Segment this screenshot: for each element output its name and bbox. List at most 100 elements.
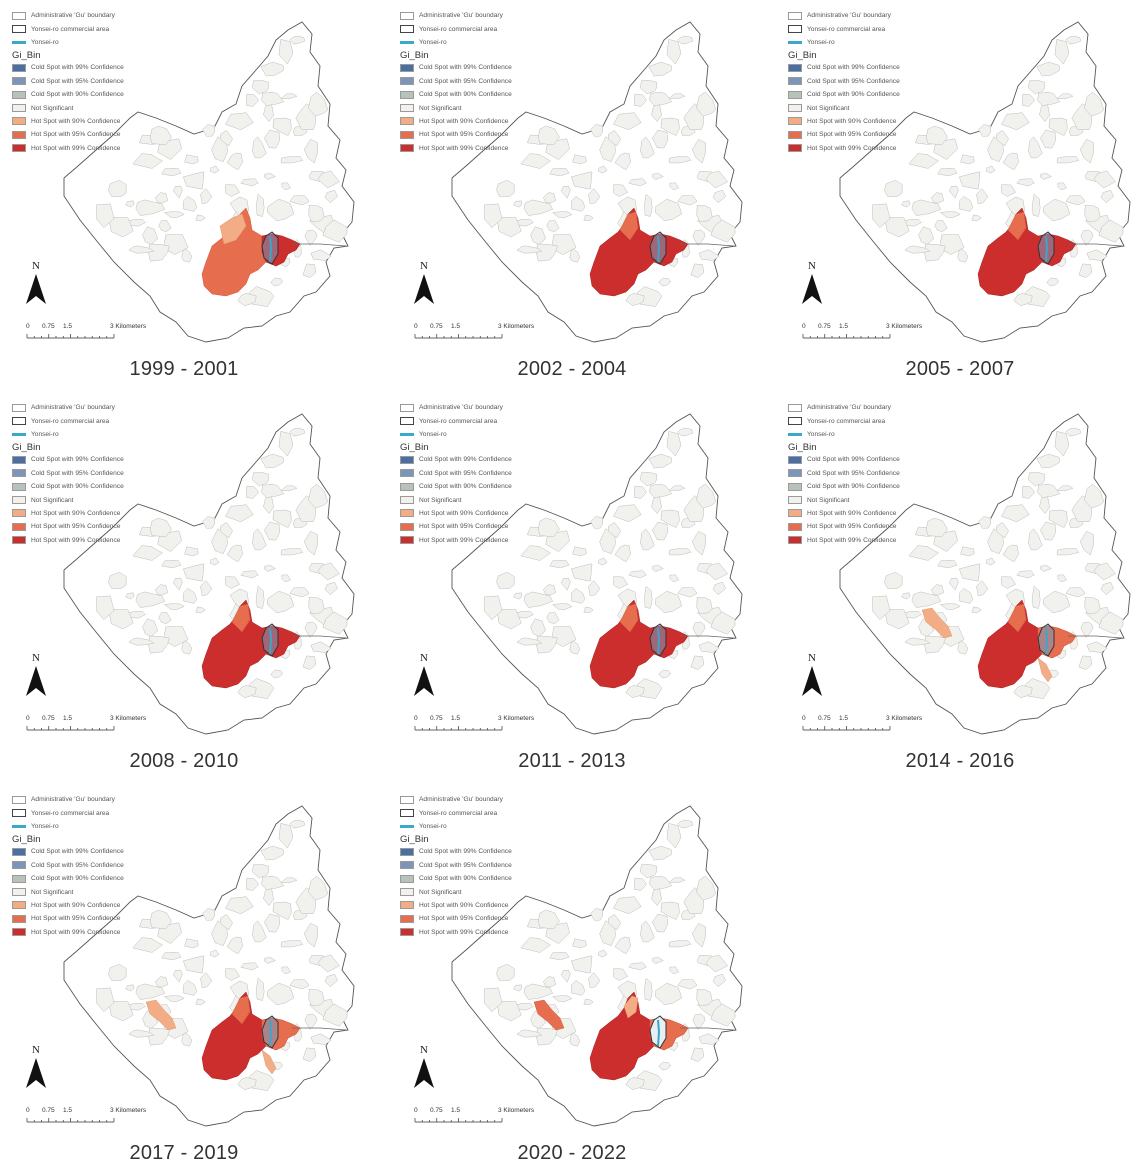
- parcel-not-significant: [628, 570, 647, 579]
- parcel-not-significant: [1056, 93, 1074, 99]
- legend-swatch: [400, 928, 414, 937]
- scale-bar: 0 0.75 1.5 3 Kilometers: [26, 1107, 166, 1126]
- parcel-not-significant: [226, 544, 243, 563]
- north-arrow-icon: [802, 274, 822, 304]
- map-canvas: [839, 413, 1131, 735]
- parcel-not-significant: [1039, 565, 1052, 572]
- parcel-not-significant: [225, 184, 240, 197]
- legend-class-item: Cold Spot with 99% Confidence: [400, 61, 512, 74]
- legend-class-item: Not Significant: [400, 885, 512, 898]
- legend-label: Not Significant: [419, 496, 462, 504]
- parcel-not-significant: [648, 61, 672, 77]
- north-arrow: N: [22, 1044, 50, 1095]
- parcel-not-significant: [260, 61, 284, 77]
- parcel-not-significant: [710, 611, 736, 635]
- legend-label: Cold Spot with 95% Confidence: [31, 861, 124, 869]
- period-label: 2020 - 2022: [517, 1142, 627, 1164]
- legend-label: Administrative 'Gu' boundary: [31, 796, 115, 804]
- parcel-not-significant: [613, 504, 642, 523]
- legend-swatch: [12, 117, 26, 126]
- parcel-not-significant: [571, 196, 586, 212]
- legend-label: Yonsei-ro commercial area: [807, 25, 886, 33]
- scale-bar-graphic: [802, 726, 891, 731]
- parcel-not-significant: [1001, 576, 1016, 589]
- parcel-not-significant: [633, 877, 647, 891]
- parcel-not-significant: [1080, 621, 1094, 638]
- parcel-not-significant: [163, 626, 189, 647]
- parcel-not-significant: [263, 495, 274, 515]
- legend-class-item: Hot Spot with 95% Confidence: [400, 520, 512, 533]
- legend-label: Cold Spot with 90% Confidence: [419, 483, 512, 491]
- parcel-not-significant: [569, 640, 581, 655]
- parcel-not-significant: [570, 955, 593, 974]
- legend-label: Cold Spot with 99% Confidence: [419, 456, 512, 464]
- parcel-not-significant: [125, 592, 135, 600]
- parcel-not-significant: [677, 979, 698, 990]
- parcel-not-significant: [692, 229, 706, 246]
- parcel-not-significant: [184, 546, 199, 557]
- parcel-not-significant: [513, 592, 523, 600]
- road-line: [1068, 243, 1123, 247]
- parcel-not-significant: [1054, 38, 1070, 65]
- legend-class-item: Hot Spot with 99% Confidence: [12, 534, 124, 547]
- legend-gu-boundary: Administrative 'Gu' boundary: [12, 401, 124, 414]
- parcel-not-significant: [976, 580, 989, 597]
- north-label: N: [32, 1044, 40, 1056]
- parcel-not-significant: [570, 171, 593, 190]
- legend-label: Not Significant: [31, 104, 74, 112]
- parcel-not-significant: [985, 557, 996, 566]
- parcel-not-significant: [183, 196, 198, 212]
- parcel-not-significant: [308, 596, 325, 614]
- parcel-not-significant: [496, 179, 515, 197]
- parcel-not-significant: [266, 982, 295, 1006]
- parcel-not-significant: [1078, 655, 1093, 670]
- legend-class-item: Not Significant: [12, 493, 124, 506]
- parcel-not-significant: [484, 987, 503, 1013]
- parcel-not-significant: [1036, 61, 1060, 77]
- legend-label: Not Significant: [31, 496, 74, 504]
- parcel-not-significant: [310, 641, 332, 653]
- parcel-not-significant: [925, 125, 948, 146]
- parcel-not-significant: [644, 193, 653, 217]
- parcel-not-significant: [958, 563, 981, 582]
- map-panel: Administrative 'Gu' boundary Yonsei-ro co…: [388, 0, 766, 392]
- parcel-not-significant: [628, 178, 647, 187]
- parcel-not-significant: [523, 199, 554, 216]
- legend-swatch: [788, 40, 802, 44]
- legend-label: Hot Spot with 99% Confidence: [419, 536, 509, 544]
- parcel-not-significant: [971, 214, 982, 222]
- parcel-not-significant: [543, 192, 556, 204]
- parcel-not-significant: [289, 35, 306, 45]
- legend-label: Hot Spot with 90% Confidence: [31, 901, 121, 909]
- parcel-not-significant: [588, 188, 601, 205]
- yonsei-ro-road: [657, 1019, 661, 1047]
- parcel-not-significant: [324, 973, 338, 988]
- parcel-not-significant: [322, 611, 348, 635]
- legend-commercial-area: Yonsei-ro commercial area: [12, 806, 124, 819]
- legend-commercial-area: Yonsei-ro commercial area: [400, 22, 512, 35]
- parcel-not-significant: [226, 936, 243, 955]
- legend-label: Cold Spot with 99% Confidence: [31, 848, 124, 856]
- scale-label: 0: [26, 715, 30, 722]
- parcel-not-significant: [908, 545, 939, 561]
- parcel-not-significant: [220, 130, 233, 147]
- parcel-not-significant: [705, 170, 728, 189]
- parcel-not-significant: [613, 184, 628, 197]
- legend-field-title: Gi_Bin: [400, 49, 429, 61]
- parcel-not-significant: [161, 951, 182, 961]
- north-label: N: [808, 260, 816, 272]
- legend-label: Hot Spot with 99% Confidence: [419, 144, 509, 152]
- legend-yonsei-ro: Yonsei-ro: [12, 820, 124, 833]
- legend-swatch: [400, 824, 414, 828]
- legend-commercial-area: Yonsei-ro commercial area: [12, 414, 124, 427]
- parcel-not-significant: [651, 887, 662, 907]
- parcel-not-significant: [549, 951, 570, 961]
- legend-swatch: [400, 469, 414, 478]
- parcel-not-significant: [705, 562, 728, 581]
- legend-gu-boundary: Administrative 'Gu' boundary: [12, 793, 124, 806]
- legend-swatch: [400, 874, 414, 883]
- legend-class-item: Cold Spot with 99% Confidence: [400, 845, 512, 858]
- parcel-not-significant: [1036, 453, 1060, 469]
- parcel-not-significant: [1098, 611, 1124, 635]
- parcel-not-significant: [978, 124, 991, 137]
